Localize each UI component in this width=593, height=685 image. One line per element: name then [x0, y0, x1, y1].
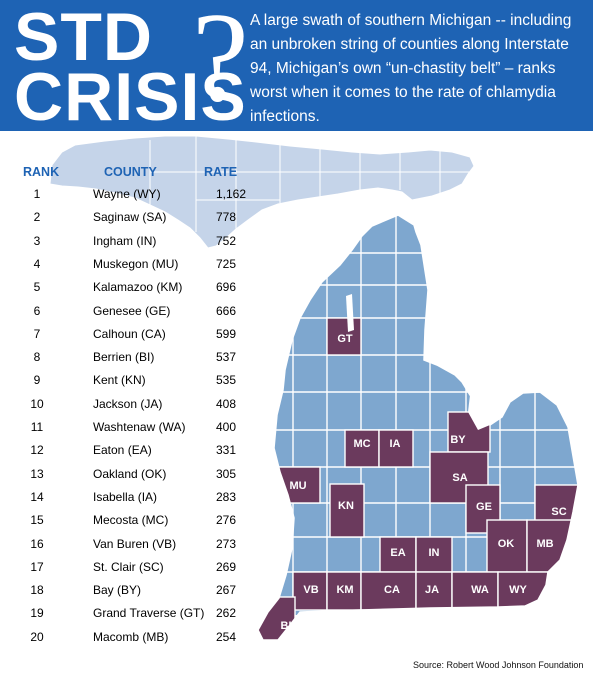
grand-traverse-bay [346, 294, 354, 332]
michigan-county-map: GT MC IA BY MU SA KN GE SC OK MB EA IN V… [49, 135, 579, 641]
rate-cell: 696 [216, 280, 237, 294]
rank-cell: 5 [33, 280, 41, 294]
rate-cell: 1,162 [216, 187, 247, 201]
label-km: KM [336, 584, 353, 596]
label-ia: IA [390, 438, 401, 450]
rank-cell: 4 [33, 257, 41, 271]
county-cell: Kalamazoo (KM) [93, 280, 183, 294]
intro-blurb: A large swath of southern Michigan -- in… [250, 12, 572, 125]
rate-cell: 725 [216, 257, 237, 271]
county-cell: Bay (BY) [93, 583, 142, 597]
lower-peninsula [258, 215, 578, 640]
label-in: IN [429, 547, 440, 559]
label-ea: EA [390, 547, 405, 559]
county-cell: Isabella (IA) [93, 490, 158, 504]
county-cell: Saginaw (SA) [93, 210, 167, 224]
column-header-rank: RANK [23, 165, 60, 179]
rate-cell: 666 [216, 304, 237, 318]
rate-cell: 537 [216, 350, 237, 364]
rank-cell: 12 [30, 443, 44, 457]
rank-cell: 19 [30, 606, 44, 620]
label-sa: SA [452, 472, 467, 484]
label-ge: GE [476, 501, 492, 513]
rank-cell: 7 [33, 327, 41, 341]
county-cell: Macomb (MB) [93, 630, 169, 644]
rank-cell: 15 [30, 513, 44, 527]
rank-cell: 8 [33, 350, 41, 364]
county-cell: Ingham (IN) [93, 234, 157, 248]
label-mb: MB [536, 538, 553, 550]
label-vb: VB [303, 584, 318, 596]
label-by: BY [450, 434, 466, 446]
column-header-rate: RATE [204, 165, 238, 179]
rate-cell: 273 [216, 537, 237, 551]
county-cell: Van Buren (VB) [93, 537, 177, 551]
county-cell: Genesee (GE) [93, 304, 171, 318]
rate-cell: 276 [216, 513, 237, 527]
label-bi: BI [281, 620, 292, 632]
rank-cell: 18 [30, 583, 44, 597]
rate-cell: 331 [216, 443, 237, 457]
saginaw-bay [468, 395, 490, 430]
county-cell: Grand Traverse (GT) [93, 606, 205, 620]
county-cell: Oakland (OK) [93, 467, 167, 481]
county-cell: Muskegon (MU) [93, 257, 179, 271]
county-cell: Kent (KN) [93, 373, 146, 387]
rank-cell: 13 [30, 467, 44, 481]
rate-cell: 262 [216, 606, 237, 620]
label-ja: JA [425, 584, 439, 596]
rate-cell: 599 [216, 327, 237, 341]
label-kn: KN [338, 500, 354, 512]
rate-cell: 778 [216, 210, 237, 224]
label-ok: OK [498, 538, 515, 550]
rate-cell: 267 [216, 583, 237, 597]
label-gt: GT [337, 333, 353, 345]
source-credit: Source: Robert Wood Johnson Foundation [413, 660, 584, 670]
county-cell: Berrien (BI) [93, 350, 155, 364]
county-cell: Wayne (WY) [93, 187, 161, 201]
rate-cell: 535 [216, 373, 237, 387]
lower-peninsula-outline [257, 214, 579, 641]
headline-question-mark: ? [192, 0, 249, 128]
rate-cell: 408 [216, 397, 237, 411]
header-banner: STD CRISIS ? A large swath of southern M… [0, 0, 593, 135]
county-cell: St. Clair (SC) [93, 560, 164, 574]
upper-peninsula-county-lines [149, 136, 470, 232]
rate-cell: 305 [216, 467, 237, 481]
upper-peninsula [49, 135, 475, 249]
rank-cell: 2 [33, 210, 41, 224]
county-cell: Mecosta (MC) [93, 513, 169, 527]
rate-cell: 283 [216, 490, 237, 504]
county-labels: GT MC IA BY MU SA KN GE SC OK MB EA IN V… [281, 333, 567, 632]
rank-cell: 20 [30, 630, 44, 644]
column-header-county: COUNTY [104, 165, 157, 179]
rank-cell: 1 [33, 187, 41, 201]
rate-cell: 254 [216, 630, 237, 644]
rate-cell: 269 [216, 560, 237, 574]
county-cell: Washtenaw (WA) [93, 420, 186, 434]
county-cell: Calhoun (CA) [93, 327, 166, 341]
rank-cell: 9 [33, 373, 41, 387]
headline-crisis: CRISIS [14, 59, 247, 135]
label-ca: CA [384, 584, 400, 596]
rank-cell: 10 [30, 397, 44, 411]
rank-cell: 14 [30, 490, 44, 504]
county-cell: Eaton (EA) [93, 443, 152, 457]
county-cell: Jackson (JA) [93, 397, 163, 411]
rate-cell: 752 [216, 234, 237, 248]
label-mu: MU [289, 480, 306, 492]
rank-cell: 6 [33, 304, 41, 318]
rank-cell: 16 [30, 537, 44, 551]
label-sc: SC [551, 506, 566, 518]
label-wa: WA [471, 584, 489, 596]
rank-cell: 17 [30, 560, 44, 574]
rate-cell: 400 [216, 420, 237, 434]
headline-std: STD [14, 0, 153, 75]
rank-cell: 3 [33, 234, 41, 248]
rank-cell: 11 [30, 420, 44, 434]
label-wy: WY [509, 584, 527, 596]
label-mc: MC [353, 438, 370, 450]
